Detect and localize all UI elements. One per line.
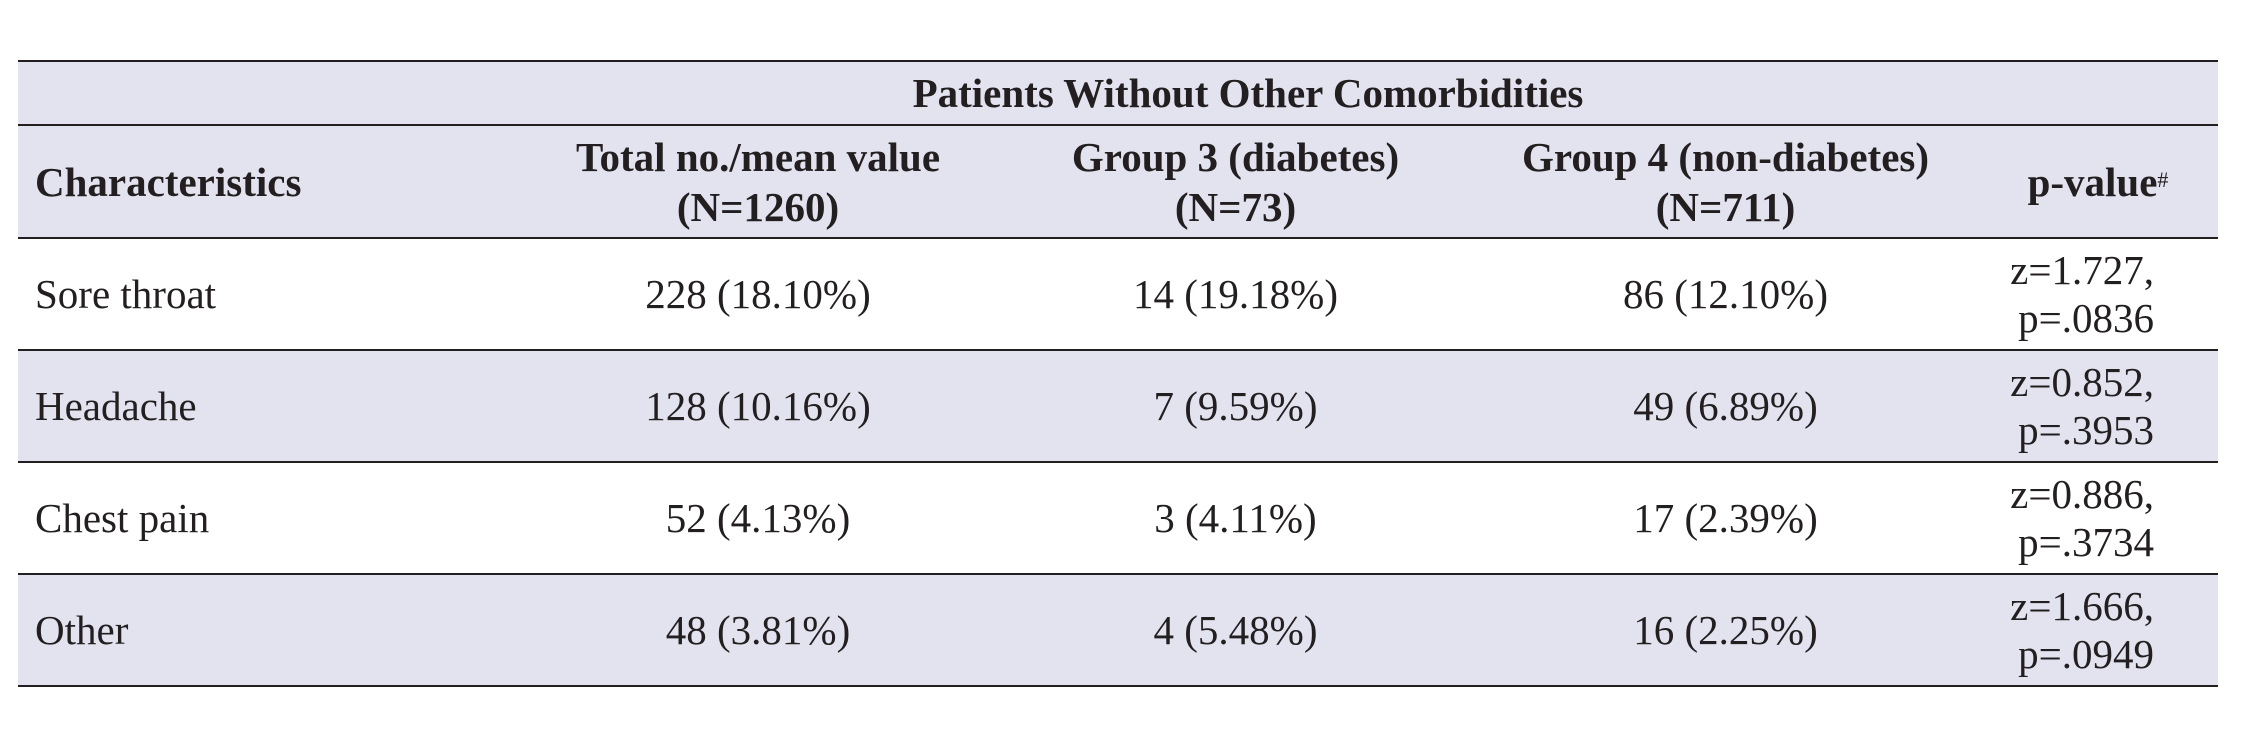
p-statistic: p=.3953 (2018, 407, 2154, 453)
total-cell: 128 (10.16%) (518, 350, 998, 463)
group4-header-line2: (N=711) (1655, 183, 1796, 230)
group3-header-line2: (N=73) (1174, 183, 1297, 230)
group3-header-line1: Group 3 (diabetes) (1071, 133, 1400, 180)
pvalue-header-label: p-value (2027, 158, 2158, 205)
group4-cell: 16 (2.25%) (1473, 574, 1978, 687)
table-row: Chest pain 52 (4.13%) 3 (4.11%) 17 (2.39… (18, 462, 2218, 575)
total-header-line2: (N=1260) (676, 183, 840, 230)
group4-cell: 17 (2.39%) (1473, 462, 1978, 575)
z-statistic: z=0.886, (2010, 471, 2154, 517)
group3-header: Group 3 (diabetes) (N=73) (998, 125, 1473, 239)
z-statistic: z=0.852, (2010, 359, 2154, 405)
group-header-row: Patients Without Other Comorbidities (18, 60, 2218, 126)
p-statistic: p=.3734 (2018, 519, 2154, 565)
p-statistic: p=.0836 (2018, 295, 2154, 341)
characteristic-cell: Sore throat (18, 238, 518, 351)
characteristics-header: Characteristics (18, 125, 518, 239)
table-row: Sore throat 228 (18.10%) 14 (19.18%) 86 … (18, 238, 2218, 351)
total-cell: 228 (18.10%) (518, 238, 998, 351)
total-header-line1: Total no./mean value (575, 133, 941, 180)
group4-cell: 86 (12.10%) (1473, 238, 1978, 351)
group-header-spacer-right (1978, 60, 2218, 126)
group4-header: Group 4 (non-diabetes) (N=711) (1473, 125, 1978, 239)
table-row: Other 48 (3.81%) 4 (5.48%) 16 (2.25%) z=… (18, 574, 2218, 687)
pvalue-header: p-value# (1978, 125, 2218, 239)
total-header: Total no./mean value (N=1260) (518, 125, 998, 239)
table-row: Headache 128 (10.16%) 7 (9.59%) 49 (6.89… (18, 350, 2218, 463)
group3-cell: 14 (19.18%) (998, 238, 1473, 351)
comorbidity-table: Patients Without Other Comorbidities Cha… (18, 60, 2218, 687)
column-header-row: Characteristics Total no./mean value (N=… (18, 125, 2218, 239)
group3-cell: 4 (5.48%) (998, 574, 1473, 687)
pvalue-cell: z=0.852, p=.3953 (1978, 350, 2218, 463)
characteristic-cell: Headache (18, 350, 518, 463)
group3-cell: 3 (4.11%) (998, 462, 1473, 575)
group-header: Patients Without Other Comorbidities (518, 60, 1978, 126)
group4-cell: 49 (6.89%) (1473, 350, 1978, 463)
group4-header-line1: Group 4 (non-diabetes) (1521, 133, 1930, 180)
comorbidity-table-container: Patients Without Other Comorbidities Cha… (18, 60, 2218, 687)
pvalue-cell: z=1.727, p=.0836 (1978, 238, 2218, 351)
pvalue-cell: z=0.886, p=.3734 (1978, 462, 2218, 575)
total-cell: 52 (4.13%) (518, 462, 998, 575)
pvalue-footnote-mark: # (2157, 166, 2169, 192)
group-header-spacer (18, 60, 518, 126)
total-cell: 48 (3.81%) (518, 574, 998, 687)
p-statistic: p=.0949 (2018, 631, 2154, 677)
characteristic-cell: Other (18, 574, 518, 687)
characteristic-cell: Chest pain (18, 462, 518, 575)
group3-cell: 7 (9.59%) (998, 350, 1473, 463)
z-statistic: z=1.727, (2010, 247, 2154, 293)
pvalue-cell: z=1.666, p=.0949 (1978, 574, 2218, 687)
z-statistic: z=1.666, (2010, 583, 2154, 629)
